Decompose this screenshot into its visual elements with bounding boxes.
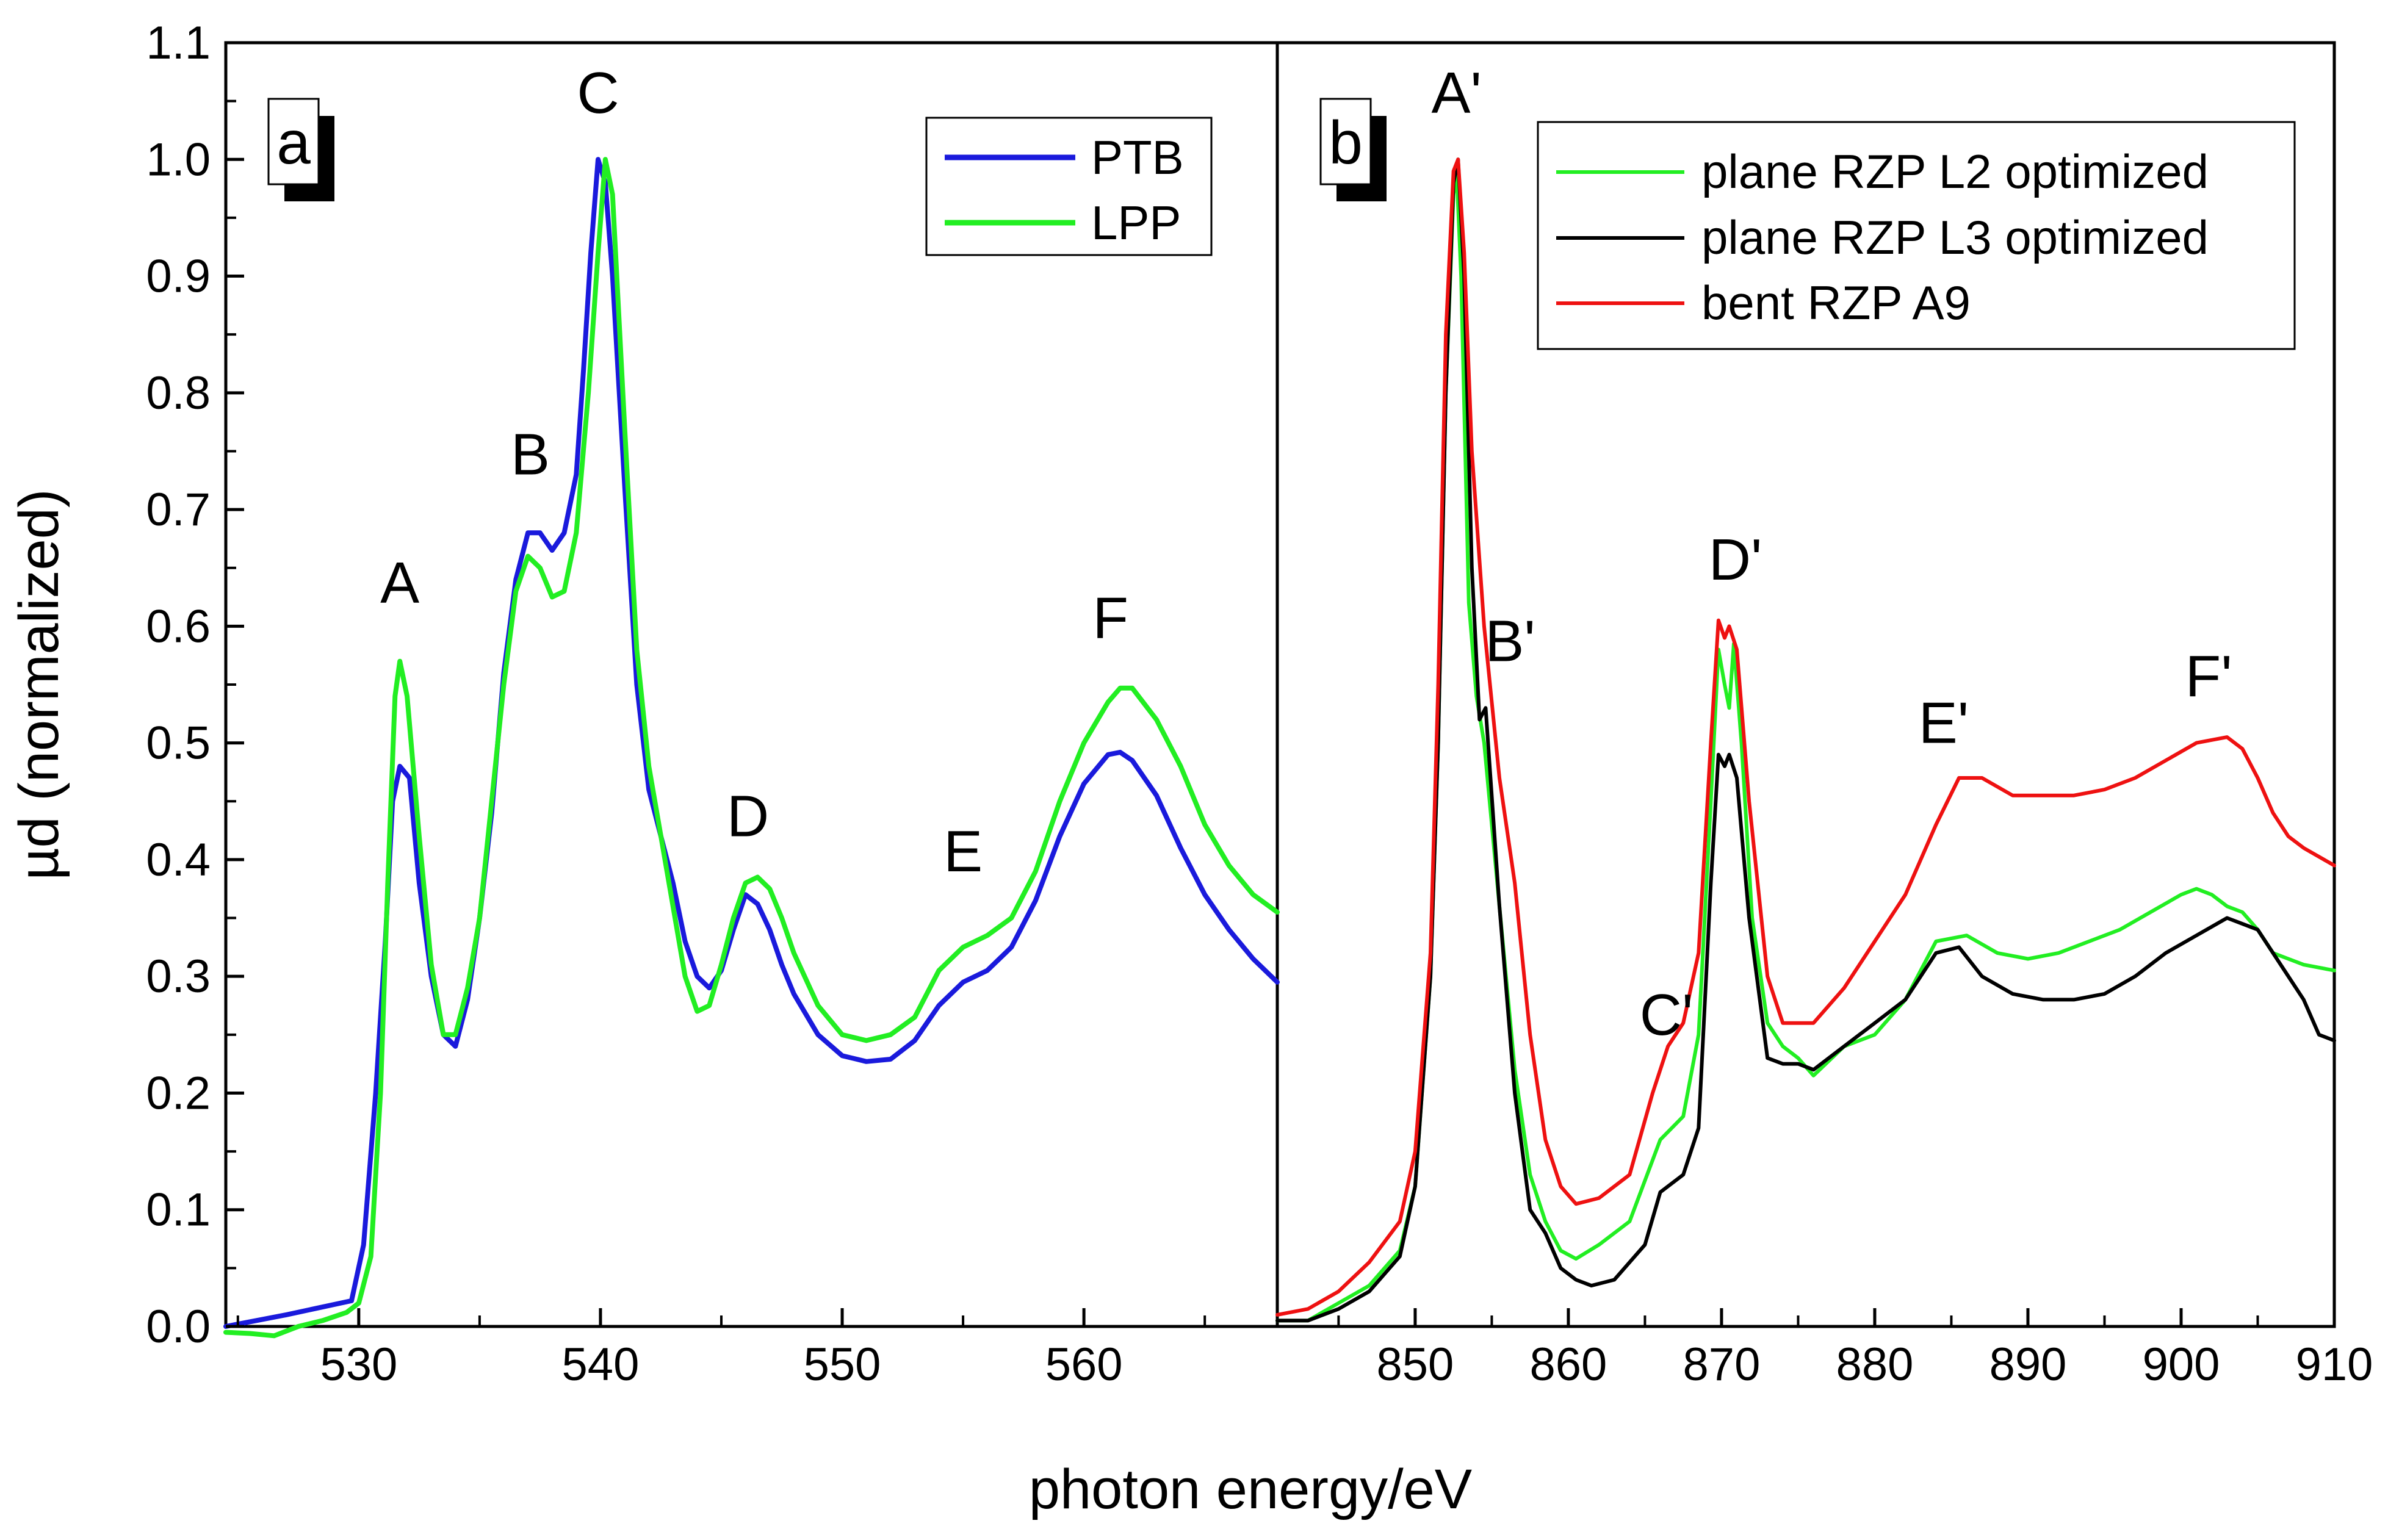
y-tick-label: 0.5 [146,718,211,769]
peak-label: D [727,784,769,849]
y-tick-label: 0.6 [146,600,211,652]
series-line-lpp [223,157,1280,1339]
series-line-bent-rzp-a9 [1275,157,2336,1317]
peak-label: A [380,550,419,616]
legend-a: PTB LPP [925,117,1213,256]
y-tick-label: 1.0 [146,134,211,185]
y-tick-label: 0.8 [146,367,211,419]
peak-label: B [511,422,550,488]
y-tick-label: 0.2 [146,1067,211,1119]
y-tick-label: 0.1 [146,1184,211,1236]
y-axis-title: µd (normalized) [8,489,70,880]
legend-b: plane RZP L2 optimized plane RZP L3 opti… [1537,121,2296,350]
x-tick-label: 850 [1377,1339,1454,1391]
legend-label-l2: plane RZP L2 optimized [1701,145,2209,198]
panel-letter-a: a [276,109,311,177]
peak-labels-layer: A B C D E F A' B' C' D' E' F' [380,60,2232,1048]
curves-layer [223,157,2336,1339]
y-tick-label: 1.1 [146,17,211,69]
legend-label-ptb: PTB [1091,131,1184,184]
peak-label: D' [1709,527,1762,592]
x-tick-label: 860 [1530,1339,1607,1391]
x-tick-label: 540 [562,1339,640,1391]
peak-label: F [1092,585,1128,650]
series-line-ptb [223,157,1280,1329]
x-tick-label: 870 [1683,1339,1761,1391]
peak-label: F' [2185,644,2232,709]
peak-label: C [577,60,619,126]
y-tick-label: 0.4 [146,834,211,886]
ticks-layer: 0.0 0.1 0.2 0.3 0.4 0.5 0.6 0.7 0.8 0.9 1.0 1.1 530 5… [146,17,2373,1391]
peak-label: B' [1485,609,1535,674]
panel-letter-b: b [1329,109,1363,177]
legend-label-a9: bent RZP A9 [1701,276,1971,329]
peak-label: E [943,819,983,884]
x-tick-label: 560 [1045,1339,1123,1391]
y-tick-label: 0.0 [146,1301,211,1353]
y-tick-label: 0.7 [146,484,211,536]
peak-label: A' [1432,60,1482,126]
x-tick-label: 530 [320,1339,397,1391]
peak-label: E' [1919,691,1969,756]
x-tick-label: 900 [2143,1339,2220,1391]
panel-label-a: a [267,98,334,201]
panel-label-b: b [1319,98,1387,201]
legend-label-l3: plane RZP L3 optimized [1701,210,2209,264]
y-tick-label: 0.9 [146,251,211,303]
legend-label-lpp: LPP [1091,196,1181,250]
x-tick-label: 550 [804,1339,881,1391]
x-tick-label: 890 [1989,1339,2067,1391]
x-axis-title: photon energy/eV [1029,1458,1472,1520]
y-tick-label: 0.3 [146,951,211,1002]
x-tick-label: 910 [2296,1339,2373,1391]
peak-label: C' [1640,982,1694,1048]
x-tick-label: 880 [1836,1339,1914,1391]
